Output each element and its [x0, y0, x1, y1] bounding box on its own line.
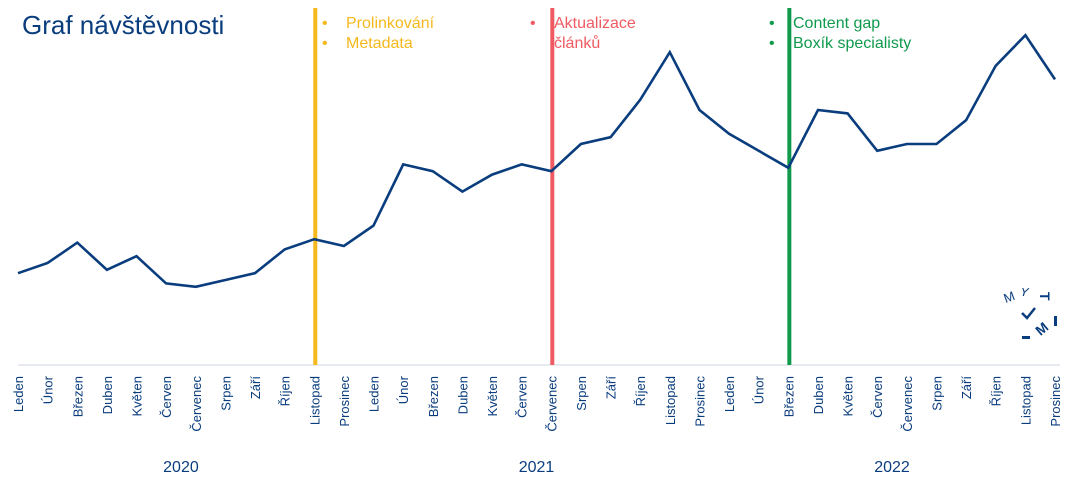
x-tick-label-29: Červen	[870, 376, 885, 418]
annotation-item: • Content gap	[769, 14, 911, 34]
x-tick-label-5: Červen	[159, 376, 174, 418]
x-tick-label-21: Říjen	[633, 376, 648, 406]
x-tick-label-19: Srpen	[574, 376, 589, 411]
annotation-text: Metadata	[346, 35, 413, 52]
annotation-green: • Content gap • Boxík specialisty	[769, 14, 911, 54]
logo-bar-left	[1022, 336, 1030, 339]
logo-letter-y: Y	[1018, 288, 1031, 300]
mytim-logo: M Y T M	[1000, 288, 1062, 350]
x-tick-label-22: Listopad	[663, 376, 678, 425]
x-tick-label-30: Červenec	[900, 376, 915, 432]
logo-letter-m2: M	[1032, 319, 1051, 339]
x-tick-label-24: Leden	[722, 376, 737, 412]
logo-check-icon	[1021, 307, 1036, 320]
bullet-icon: •	[769, 15, 775, 32]
x-tick-label-15: Duben	[455, 376, 470, 414]
annotation-item: • Aktualizace článků	[530, 14, 674, 54]
logo-letter-m1: M	[1002, 288, 1017, 306]
annotation-text: Content gap	[793, 15, 881, 32]
annotation-item: • Boxík specialisty	[769, 34, 911, 54]
x-tick-label-12: Leden	[367, 376, 382, 412]
x-tick-label-11: Prosinec	[337, 376, 352, 427]
x-tick-label-26: Březen	[781, 376, 796, 417]
x-tick-label-0: Leden	[11, 376, 26, 412]
year-label-2020: 2020	[163, 459, 199, 476]
year-label-2021: 2021	[519, 459, 555, 476]
logo-letter-t: T	[1037, 292, 1053, 301]
x-tick-label-34: Listopad	[1018, 376, 1033, 425]
x-tick-label-18: Červenec	[544, 376, 559, 432]
x-tick-label-35: Prosinec	[1048, 376, 1063, 427]
annotation-text: Aktualizace článků	[554, 15, 636, 52]
x-tick-label-2: Březen	[70, 376, 85, 417]
series-line	[17, 33, 1057, 289]
x-tick-label-9: Říjen	[278, 376, 293, 406]
x-tick-label-4: Květen	[130, 376, 145, 416]
bullet-icon: •	[530, 15, 536, 32]
bullet-icon: •	[769, 35, 775, 52]
x-tick-label-25: Únor	[752, 375, 767, 404]
annotation-item: • Prolinkování	[322, 14, 434, 34]
x-tick-label-14: Březen	[426, 376, 441, 417]
x-tick-label-6: Červenec	[189, 376, 204, 432]
year-label-2022: 2022	[874, 459, 910, 476]
annotation-red: • Aktualizace článků	[530, 14, 674, 54]
x-tick-label-3: Duben	[100, 376, 115, 414]
x-tick-label-23: Prosinec	[692, 376, 707, 427]
annotation-item: • Metadata	[322, 34, 434, 54]
annotation-text: Boxík specialisty	[793, 35, 912, 52]
bullet-icon: •	[322, 15, 328, 32]
logo-bar-right	[1054, 316, 1057, 326]
bullet-icon: •	[322, 35, 328, 52]
x-tick-label-1: Únor	[41, 375, 56, 404]
x-tick-label-7: Srpen	[218, 376, 233, 411]
x-tick-label-28: Květen	[841, 376, 856, 416]
annotation-text: Prolinkování	[346, 15, 435, 32]
x-tick-label-8: Září	[248, 376, 263, 400]
x-tick-label-20: Září	[604, 376, 619, 400]
x-tick-label-13: Únor	[396, 375, 411, 404]
x-tick-label-10: Listopad	[307, 376, 322, 425]
x-tick-label-32: Září	[959, 376, 974, 400]
x-tick-label-17: Červen	[515, 376, 530, 418]
x-tick-label-31: Srpen	[929, 376, 944, 411]
x-tick-label-27: Duben	[811, 376, 826, 414]
annotation-orange: • Prolinkování • Metadata	[322, 14, 434, 54]
x-tick-label-16: Květen	[485, 376, 500, 416]
chart-title: Graf návštěvnosti	[22, 10, 225, 40]
x-tick-label-33: Říjen	[989, 376, 1004, 406]
